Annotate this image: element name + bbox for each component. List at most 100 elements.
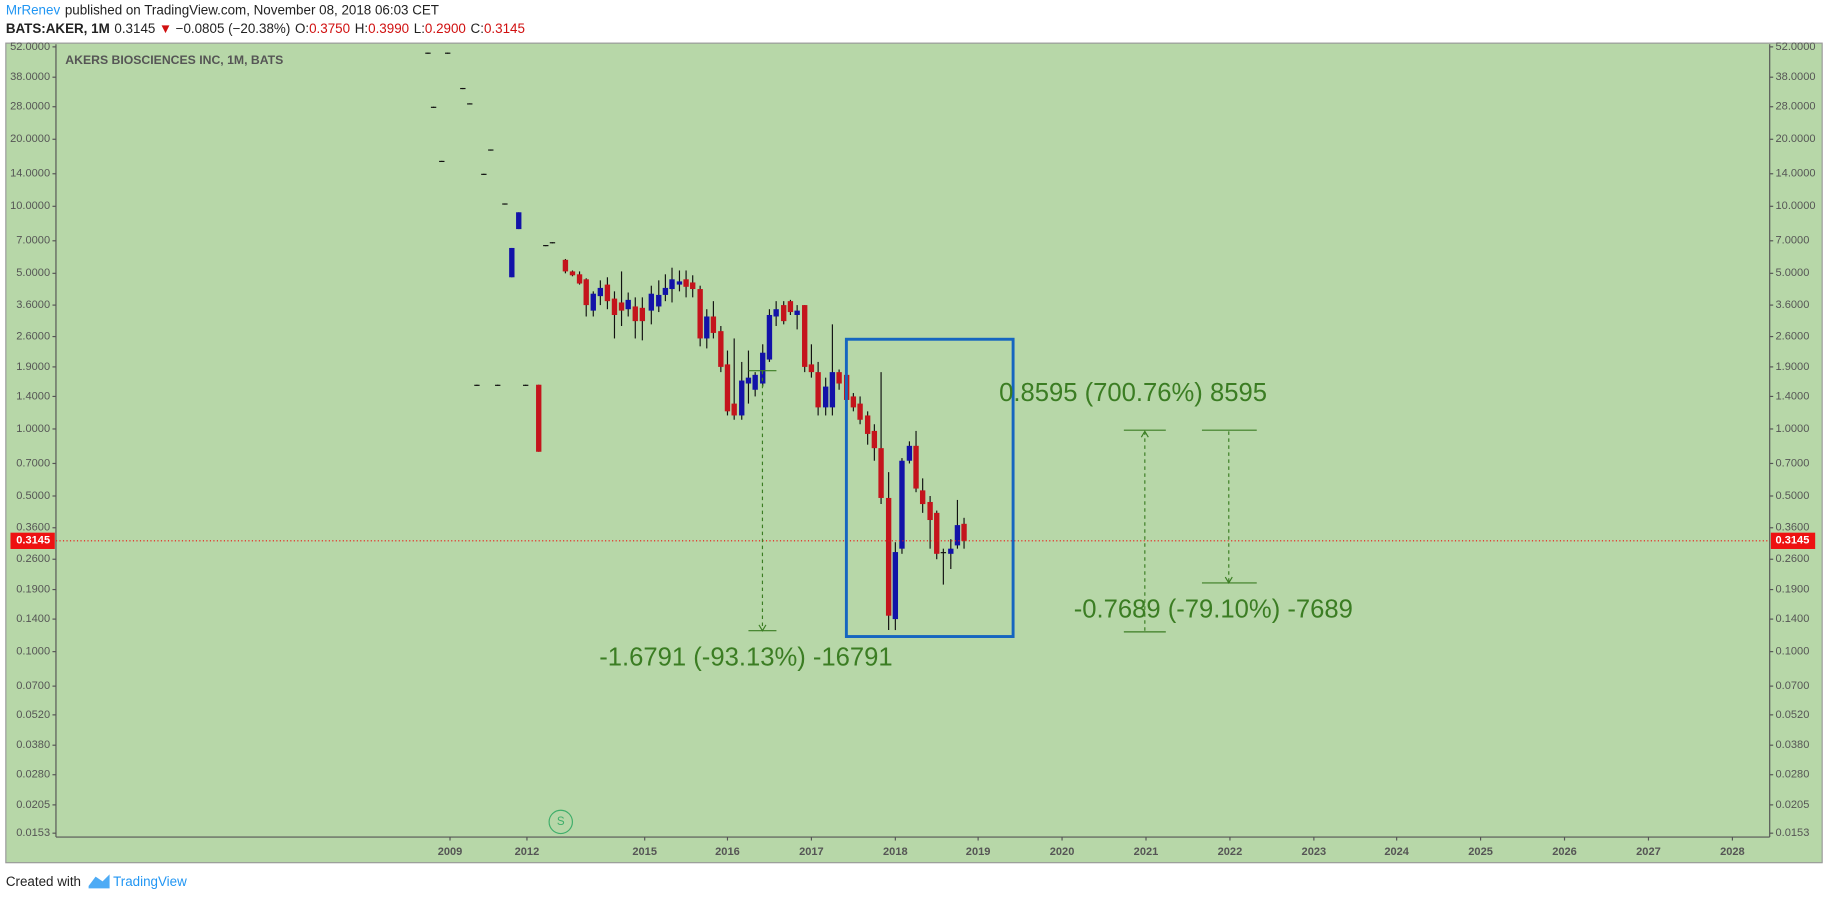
candle-body [906,445,913,461]
y-tick-label: 0.0280 [1776,769,1810,781]
y-tick-label: 0.2600 [1776,553,1810,565]
candle-body [940,552,947,554]
candle-body [822,386,829,408]
candle-body [611,298,618,315]
x-tick-label: 2015 [632,846,657,858]
y-tick-label: 14.0000 [10,168,50,180]
arrow-head [758,624,767,632]
candle-body [481,173,487,175]
candle-body [439,160,445,163]
y-tick-label: 38.0000 [1776,71,1816,83]
y-tick-label: 0.0700 [16,680,50,692]
candle-body [760,352,766,384]
candle-body [445,52,451,54]
brand[interactable]: TradingView [113,874,187,889]
candle-body [690,282,696,290]
candle-body [516,212,522,230]
candle-body [562,259,569,272]
candle-body [871,430,878,449]
candle-body [509,247,515,278]
y-tick-label: 0.0280 [16,769,50,781]
author[interactable]: MrRenev [6,2,61,17]
candle-body [639,307,646,322]
candle-body [522,384,529,386]
y-tick-label: 1.0000 [16,423,50,435]
x-tick-label: 2025 [1468,846,1493,858]
candle-body [604,284,611,302]
y-tick-label: 0.1000 [16,646,50,658]
candle-body [467,103,473,105]
candle-body [710,316,717,333]
y-tick-label: 2.6000 [16,330,50,342]
y-tick-label: 28.0000 [1776,101,1816,113]
candle-body [495,384,501,386]
candle-body [618,302,625,311]
candle-body [954,525,961,546]
arrow-head [1140,430,1149,438]
candle-body [773,309,779,317]
annotation: -0.7689 (-79.10%) -7689 [1074,596,1353,624]
candle-body [488,149,494,151]
y-tick-label: 52.0000 [1776,41,1816,53]
candle-body [745,377,752,384]
event-icon[interactable] [548,809,573,835]
candle-body [934,512,940,554]
y-tick-label: 38.0000 [10,71,50,83]
last-price-label: 0.3145 [16,535,50,547]
candle-body [878,448,884,498]
x-tick-label: 2012 [515,846,540,858]
candle-body [913,445,919,489]
candle-body [704,316,710,339]
candle-body [961,523,967,541]
candle-body [648,293,654,311]
candle-body [549,242,556,244]
y-tick-label: 0.1900 [16,583,50,595]
c-key: C: [471,21,484,36]
y-tick-label: 0.3600 [1776,522,1810,534]
candle-body [502,203,508,205]
l-key: L: [414,21,425,36]
y-tick-label: 0.0520 [16,709,50,721]
annotation: -1.6791 (-93.13%) -16791 [599,643,892,671]
candle-body [739,380,745,416]
y-tick-label: 5.0000 [16,267,50,279]
candle-body [683,279,689,287]
candle-body [669,279,675,290]
candle-body [836,372,842,384]
brand-logo [88,874,110,889]
candle-body [536,384,542,452]
y-tick-label: 10.0000 [10,200,50,212]
candle-body [425,52,431,54]
x-tick-label: 2023 [1302,846,1327,858]
y-tick-label: 1.9000 [1776,361,1810,373]
measure-tools [748,370,1257,633]
y-tick-label: 2.6000 [1776,330,1810,342]
x-tick-label: 2017 [799,846,824,858]
y-tick-label: 0.7000 [1776,457,1810,469]
selection-rectangle[interactable] [844,337,1015,638]
candle-body [632,306,638,322]
x-tick-label: 2009 [438,846,463,858]
event-icon-glyph: S [557,815,565,828]
candle-body [794,310,800,315]
y-tick-label: 20.0000 [1776,133,1816,145]
c-value: 0.3145 [484,21,525,36]
candle-body [724,364,731,412]
candle-body [662,287,669,295]
candle-body [676,281,683,285]
candle-body [857,403,863,420]
plot: 52.0000 52.0000 38.0000 38.0000 28.0000 28.00… [10,41,1815,858]
candle-body [885,497,892,616]
y-tick-label: 0.0700 [1776,680,1810,692]
header: MrRenev published on TradingView.com, Nov… [6,2,525,36]
candle-body [781,305,787,322]
o-value: 0.3750 [309,21,350,36]
y-tick-label: 10.0000 [1776,200,1816,212]
y-tick-label: 5.0000 [1776,267,1810,279]
y-tick-label: 0.0380 [1776,739,1810,751]
y-tick-label: 20.0000 [10,133,50,145]
y-tick-label: 7.0000 [16,235,50,247]
candle-body [569,271,576,276]
y-tick-label: 1.4000 [1776,390,1810,402]
